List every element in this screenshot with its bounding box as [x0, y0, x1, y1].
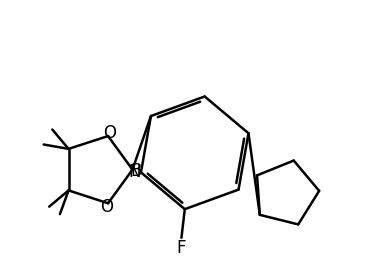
Text: O: O	[103, 124, 116, 142]
Text: N: N	[129, 163, 141, 181]
Text: F: F	[177, 239, 186, 257]
Text: B: B	[131, 162, 142, 180]
Text: O: O	[100, 198, 113, 216]
